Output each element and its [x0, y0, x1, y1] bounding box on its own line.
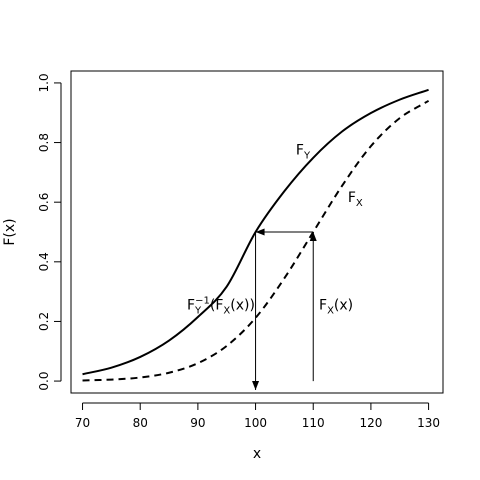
y-axis-label: F(x) — [2, 218, 18, 245]
series-label-y: FY — [296, 142, 311, 161]
y-tick-label: 0.0 — [37, 372, 51, 391]
x-tick-label: 130 — [417, 416, 440, 430]
annotation-fx: FX(x) — [319, 298, 353, 317]
y-axis: 0.0 0.2 0.4 0.6 0.8 1.0 — [37, 73, 62, 391]
x-tick-label: 70 — [75, 416, 90, 430]
series-label-x: FX — [348, 190, 363, 209]
x-tick-label: 90 — [190, 416, 205, 430]
x-tick-label: 100 — [244, 416, 267, 430]
arrow-left-at-half-head — [255, 228, 265, 236]
y-tick-label: 0.4 — [37, 252, 51, 271]
label-layer: FY FX FY−1(FX(x)) FX(x) — [187, 142, 363, 316]
series-line-f-x — [82, 99, 430, 382]
x-tick-label: 110 — [302, 416, 325, 430]
y-tick-label: 1.0 — [37, 73, 51, 92]
y-tick-label: 0.6 — [37, 193, 51, 212]
arrow-up-at-110-head — [309, 232, 317, 241]
x-axis-label: x — [253, 446, 261, 462]
x-tick-label: 120 — [359, 416, 382, 430]
annotation-inverse: FY−1(FX(x)) — [187, 296, 255, 317]
arrow-layer — [252, 228, 317, 391]
y-tick-label: 0.8 — [37, 133, 51, 152]
x-axis: 70 80 90 100 110 120 130 — [75, 402, 440, 430]
y-tick-label: 0.2 — [37, 312, 51, 331]
arrow-down-at-100-head — [252, 381, 260, 391]
x-tick-label: 80 — [133, 416, 148, 430]
plot-frame — [70, 70, 444, 394]
